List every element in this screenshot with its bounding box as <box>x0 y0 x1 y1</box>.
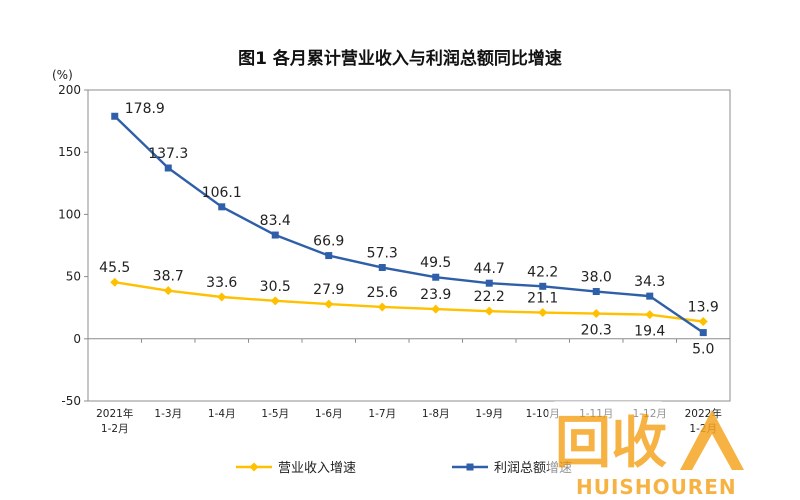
data-point <box>217 292 227 302</box>
x-tick-label: 1-3月 <box>154 408 182 420</box>
legend-marker <box>466 463 474 471</box>
x-tick-label: 2021年 1-2月 <box>96 407 133 435</box>
legend: 营业收入增速 利润总额增速 <box>236 461 572 476</box>
x-tick-label: 1-9月 <box>475 408 503 420</box>
x-tick-label: 1-7月 <box>368 408 396 420</box>
x-tick-label: 1-4月 <box>208 408 236 420</box>
x-tick-label: 1-8月 <box>422 408 450 420</box>
plot-area: -50 0 50 100 150 200 2021年 1-2月 1-3月 1-4月 1-5月 1-6月… <box>58 83 731 435</box>
data-label: 20.3 <box>581 323 612 339</box>
data-label: 23.9 <box>420 287 451 303</box>
data-point <box>592 288 600 296</box>
data-point <box>271 231 279 239</box>
data-point <box>377 302 387 312</box>
data-point <box>110 277 120 287</box>
data-point <box>591 309 601 319</box>
y-tick-label: 50 <box>66 270 81 284</box>
data-label: 33.6 <box>206 275 237 291</box>
data-label: 21.1 <box>527 291 558 307</box>
plot-frame <box>87 89 731 402</box>
data-point <box>539 282 547 290</box>
data-point <box>270 296 280 306</box>
data-label: 45.5 <box>99 260 130 276</box>
data-point <box>645 310 655 320</box>
watermark-brand-text: HUISHOUREN <box>576 475 737 499</box>
data-label: 38.0 <box>581 270 612 286</box>
y-tick-label: 100 <box>58 207 81 221</box>
data-point <box>698 317 708 327</box>
y-tick-label: -50 <box>61 394 81 408</box>
legend-marker <box>249 462 259 472</box>
data-point <box>646 292 654 300</box>
x-tick-label: 1-5月 <box>261 408 289 420</box>
data-point <box>538 308 548 318</box>
data-label: 19.4 <box>634 324 665 340</box>
data-point <box>699 329 707 337</box>
series-line-0 <box>114 281 704 323</box>
data-point <box>164 164 172 172</box>
legend-label: 营业收入增速 <box>278 461 356 476</box>
data-label: 44.7 <box>474 261 505 277</box>
data-point <box>324 299 334 309</box>
data-point <box>432 273 440 281</box>
data-label: 5.0 <box>692 342 714 358</box>
data-label: 22.2 <box>474 289 505 305</box>
watermark-mountain-icon <box>680 410 744 470</box>
data-label: 30.5 <box>260 279 291 295</box>
y-tick-label: 200 <box>58 83 81 97</box>
data-label: 34.3 <box>634 274 665 290</box>
data-label: 57.3 <box>367 246 398 262</box>
data-point <box>485 279 493 287</box>
data-label: 178.9 <box>125 101 165 117</box>
data-label: 25.6 <box>367 285 398 301</box>
data-label: 106.1 <box>202 185 242 201</box>
watermark-brand-backdrop <box>570 474 750 498</box>
data-label: 38.7 <box>153 269 184 285</box>
data-label: 42.2 <box>527 264 558 280</box>
chart-title: 图1 各月累计营业收入与利润总额同比增速 <box>238 48 562 69</box>
data-point <box>111 112 119 120</box>
data-point <box>378 264 386 272</box>
watermark-logo-text: 回收 <box>555 411 667 476</box>
data-label: 49.5 <box>420 255 451 271</box>
data-point <box>484 306 494 316</box>
x-tick-label: 1-6月 <box>315 408 343 420</box>
data-label: 66.9 <box>313 234 344 250</box>
data-label: 13.9 <box>688 300 719 316</box>
y-axis-unit: (%) <box>52 68 73 82</box>
data-label: 137.3 <box>148 146 188 162</box>
series-line-1 <box>113 115 704 334</box>
data-point <box>163 286 173 296</box>
data-point <box>431 304 441 314</box>
y-tick-label: 150 <box>58 145 81 159</box>
watermark-backdrop <box>548 401 668 475</box>
y-tick-label: 0 <box>73 332 81 346</box>
data-label: 27.9 <box>313 282 344 298</box>
data-point <box>325 252 333 260</box>
data-point <box>218 203 226 211</box>
data-label: 83.4 <box>260 213 291 229</box>
